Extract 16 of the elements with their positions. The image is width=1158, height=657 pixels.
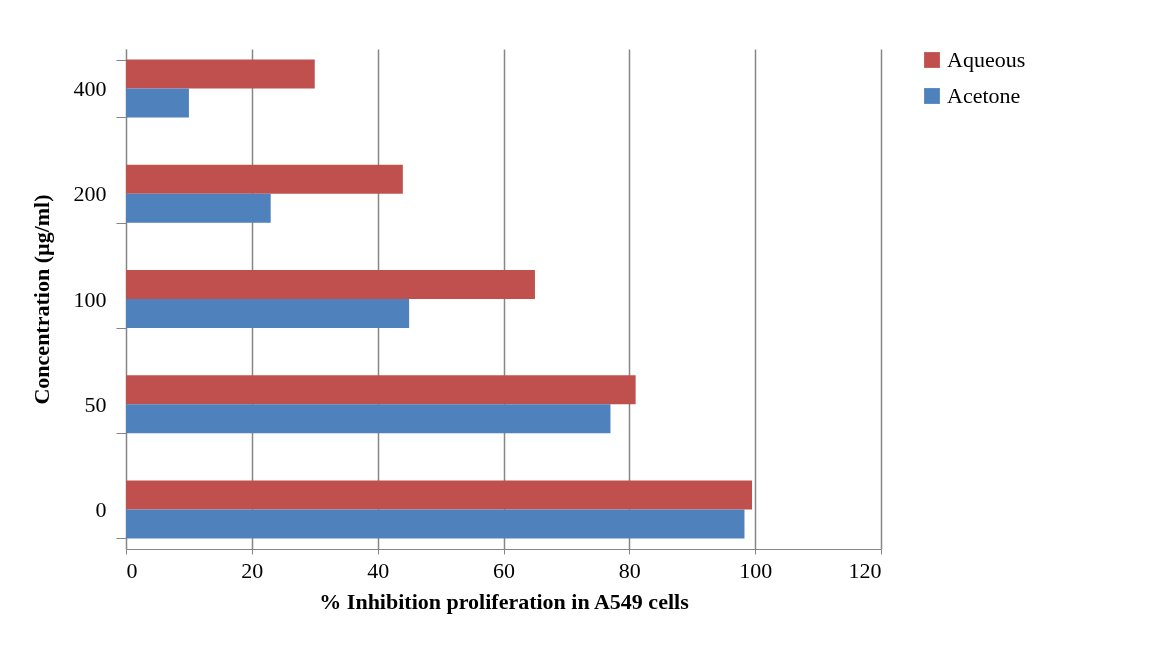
legend-label: Aqueous (947, 47, 1026, 72)
y-tick-label: 0 (95, 497, 107, 523)
x-tick-label: 20 (241, 557, 264, 583)
x-tick-label: 40 (367, 557, 390, 583)
x-tick-label: 80 (618, 557, 641, 583)
y-axis-title: Concentration (µg/ml) (28, 194, 54, 405)
y-tick-label: 400 (73, 75, 107, 101)
x-tick-label: 120 (848, 557, 882, 583)
y-tick-label: 50 (84, 391, 107, 417)
y-tick-label: 100 (73, 286, 107, 312)
y-tick-label: 200 (73, 181, 107, 207)
x-tick-label: 60 (493, 557, 515, 583)
legend-label: Acetone (947, 83, 1021, 108)
x-axis-title: % Inhibition proliferation in A549 cells (319, 588, 690, 614)
x-tick-label: 100 (739, 557, 773, 583)
x-tick-label: 0 (126, 557, 138, 583)
